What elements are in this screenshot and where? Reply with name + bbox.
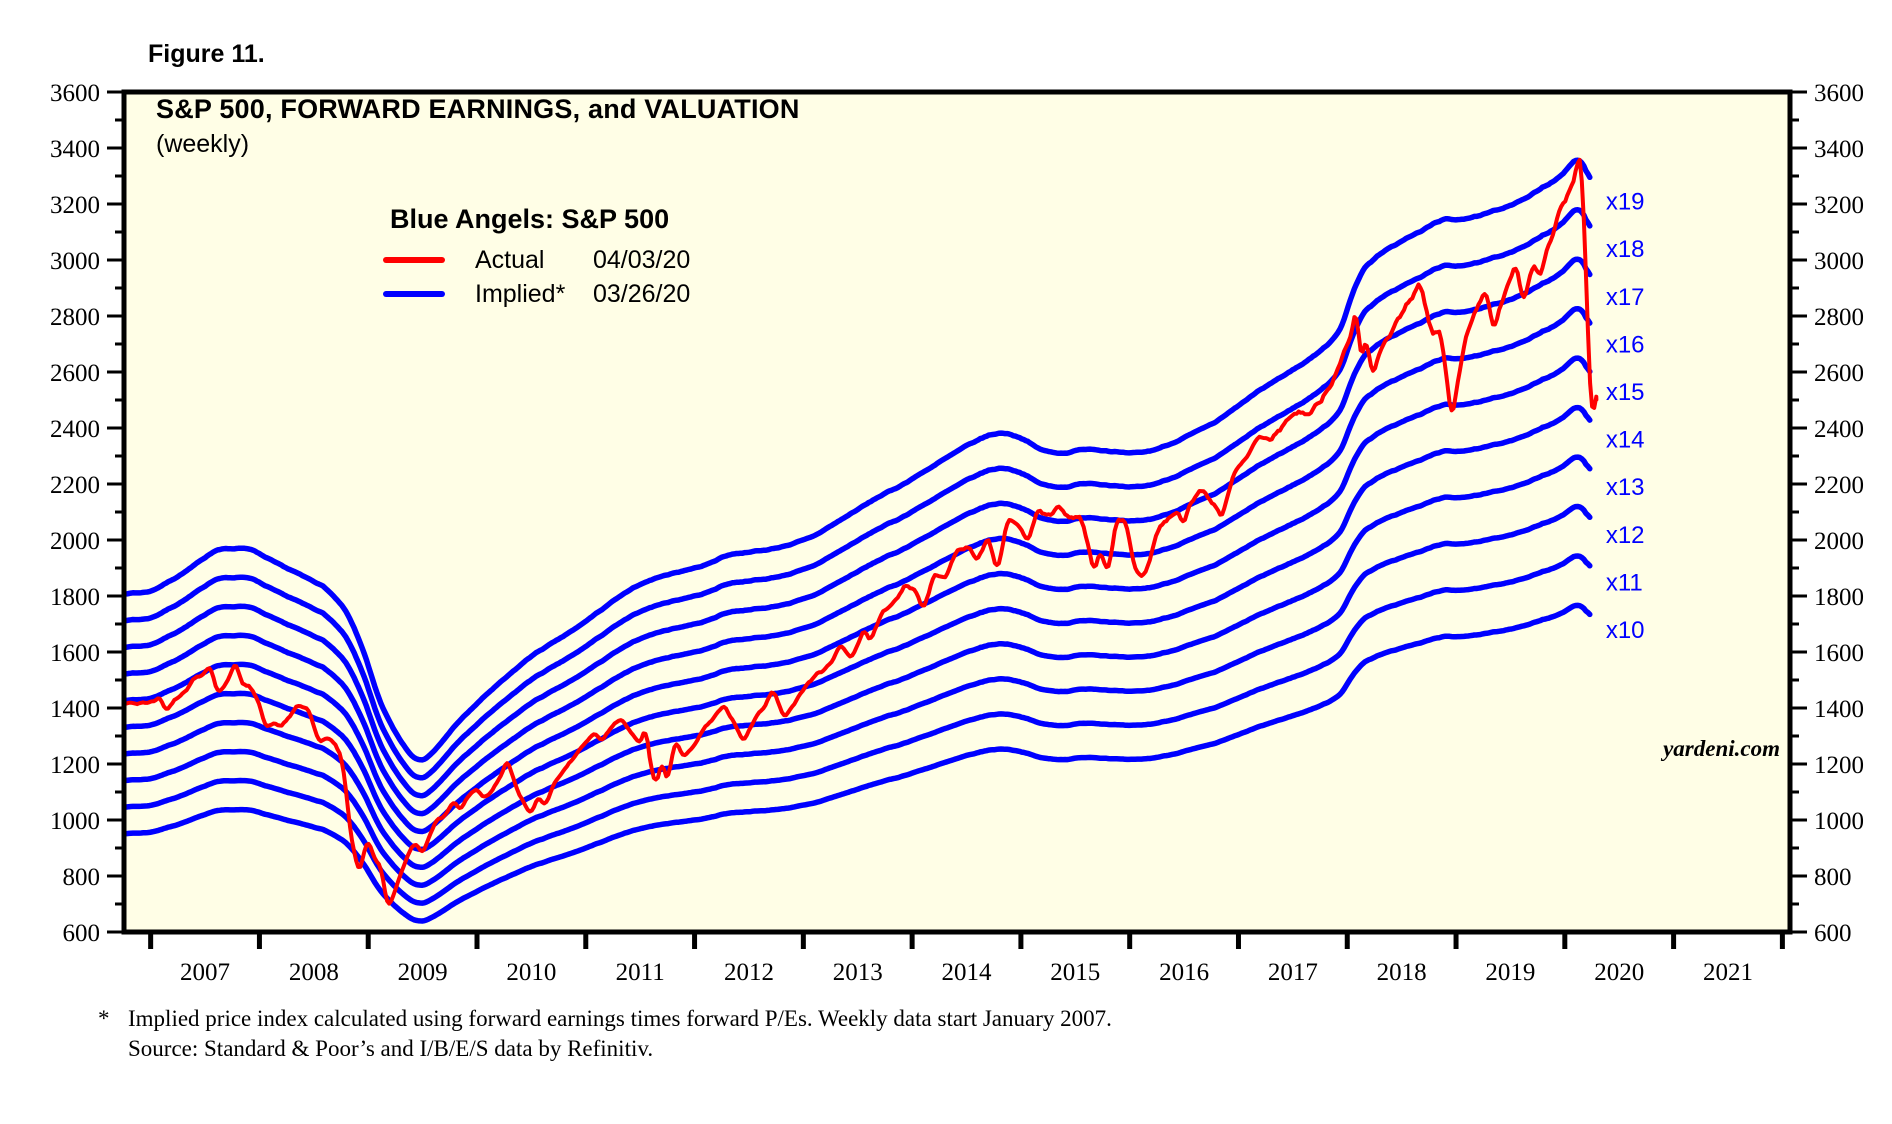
- y-axis-label-left: 3000: [50, 248, 100, 275]
- y-axis-label-left: 1600: [50, 640, 100, 667]
- x-axis-year-label: 2017: [1268, 959, 1318, 986]
- y-axis-label-left: 2000: [50, 528, 100, 555]
- y-axis-label-left: 1400: [50, 696, 100, 723]
- y-axis-label-left: 2800: [50, 304, 100, 331]
- implied-line-x13: [123, 454, 1593, 871]
- implied-line-x19: [123, 157, 1593, 763]
- actual-line-swatch: [383, 257, 445, 263]
- x-axis-year-label: 2019: [1485, 959, 1535, 986]
- x-axis-year-label: 2016: [1159, 959, 1209, 986]
- implied-line-x12: [123, 503, 1593, 888]
- footnote-line2: Source: Standard & Poor’s and I/B/E/S da…: [128, 1036, 654, 1061]
- y-axis-label-left: 600: [63, 920, 101, 947]
- legend-label-implied: Implied*: [475, 279, 566, 308]
- y-axis-label-left: 3600: [50, 80, 100, 107]
- figure-label: Figure 11.: [148, 40, 265, 68]
- implied-line-x17: [123, 256, 1593, 799]
- y-axis-label-right: 1000: [1814, 808, 1864, 835]
- chart-subtitle: (weekly): [156, 130, 250, 158]
- implied-line-x10: [123, 602, 1593, 924]
- y-axis-label-left: 1200: [50, 752, 100, 779]
- multiple-label-x12: x12: [1606, 522, 1645, 549]
- y-axis-label-left: 3200: [50, 192, 100, 219]
- x-axis-year-label: 2020: [1594, 959, 1644, 986]
- x-axis-year-label: 2021: [1703, 959, 1753, 986]
- multiple-label-x17: x17: [1606, 284, 1645, 311]
- multiple-label-x10: x10: [1606, 617, 1645, 644]
- y-axis-label-left: 2400: [50, 416, 100, 443]
- y-axis-label-left: 2600: [50, 360, 100, 387]
- chart-title: S&P 500, FORWARD EARNINGS, and VALUATION: [156, 94, 800, 124]
- y-axis-label-left: 800: [63, 864, 101, 891]
- plot-background: [124, 92, 1790, 932]
- implied-line-x14: [123, 404, 1593, 853]
- implied-line-x16: [123, 305, 1593, 817]
- x-axis-year-label: 2008: [289, 959, 339, 986]
- footnote-asterisk: *: [98, 1006, 110, 1031]
- legend-label-actual: Actual: [475, 245, 545, 274]
- multiple-label-x16: x16: [1606, 331, 1645, 358]
- y-axis-label-left: 1000: [50, 808, 100, 835]
- x-axis-year-label: 2014: [942, 959, 993, 986]
- y-axis-label-right: 2200: [1814, 472, 1864, 499]
- legend-item-implied: Implied* 03/26/20: [383, 280, 690, 308]
- legend-item-actual: Actual 04/03/20: [383, 246, 690, 274]
- y-axis-label-right: 1800: [1814, 584, 1864, 611]
- y-axis-label-left: 2200: [50, 472, 100, 499]
- y-axis-label-right: 3400: [1814, 136, 1864, 163]
- legend-date-actual: 04/03/20: [593, 245, 691, 274]
- implied-line-swatch: [383, 291, 445, 297]
- footnote-line1: Implied price index calculated using for…: [128, 1006, 1112, 1031]
- y-axis-label-right: 3000: [1814, 248, 1864, 275]
- plot-frame: [121, 89, 1793, 935]
- y-axis-label-right: 600: [1814, 920, 1852, 947]
- implied-line-x18: [123, 207, 1593, 781]
- y-axis-label-right: 2600: [1814, 360, 1864, 387]
- footnote-text: Implied price index calculated using for…: [128, 1004, 1112, 1064]
- y-axis-label-right: 800: [1814, 864, 1852, 891]
- y-axis-label-right: 2800: [1814, 304, 1864, 331]
- multiple-label-x14: x14: [1606, 427, 1645, 454]
- legend-date-implied: 03/26/20: [593, 279, 691, 308]
- y-axis-label-left: 1800: [50, 584, 100, 611]
- actual-line: [124, 157, 1599, 906]
- multiple-label-x15: x15: [1606, 379, 1645, 406]
- multiple-label-x19: x19: [1606, 189, 1645, 216]
- x-axis-year-label: 2012: [724, 959, 774, 986]
- implied-line-x15: [123, 355, 1593, 835]
- multiple-label-x11: x11: [1606, 569, 1643, 596]
- y-axis-label-left: 3400: [50, 136, 100, 163]
- x-axis-year-label: 2018: [1377, 959, 1427, 986]
- y-axis-label-right: 2000: [1814, 528, 1864, 555]
- multiple-label-x18: x18: [1606, 236, 1645, 263]
- legend-title: Blue Angels: S&P 500: [390, 204, 670, 234]
- yardeni-watermark: yardeni.com: [1663, 736, 1780, 761]
- x-axis-year-label: 2013: [833, 959, 883, 986]
- x-axis-year-label: 2009: [398, 959, 448, 986]
- y-axis-label-right: 2400: [1814, 416, 1864, 443]
- x-axis-year-label: 2015: [1050, 959, 1100, 986]
- x-axis-year-label: 2011: [616, 959, 665, 986]
- y-axis-label-right: 1600: [1814, 640, 1864, 667]
- y-axis-label-right: 3600: [1814, 80, 1864, 107]
- y-axis-label-right: 3200: [1814, 192, 1864, 219]
- multiple-label-x13: x13: [1606, 474, 1645, 501]
- x-axis-year-label: 2007: [180, 959, 230, 986]
- footnote: * Implied price index calculated using f…: [98, 1004, 1112, 1064]
- y-axis-label-right: 1200: [1814, 752, 1864, 779]
- x-axis-year-label: 2010: [506, 959, 556, 986]
- y-axis-label-right: 1400: [1814, 696, 1864, 723]
